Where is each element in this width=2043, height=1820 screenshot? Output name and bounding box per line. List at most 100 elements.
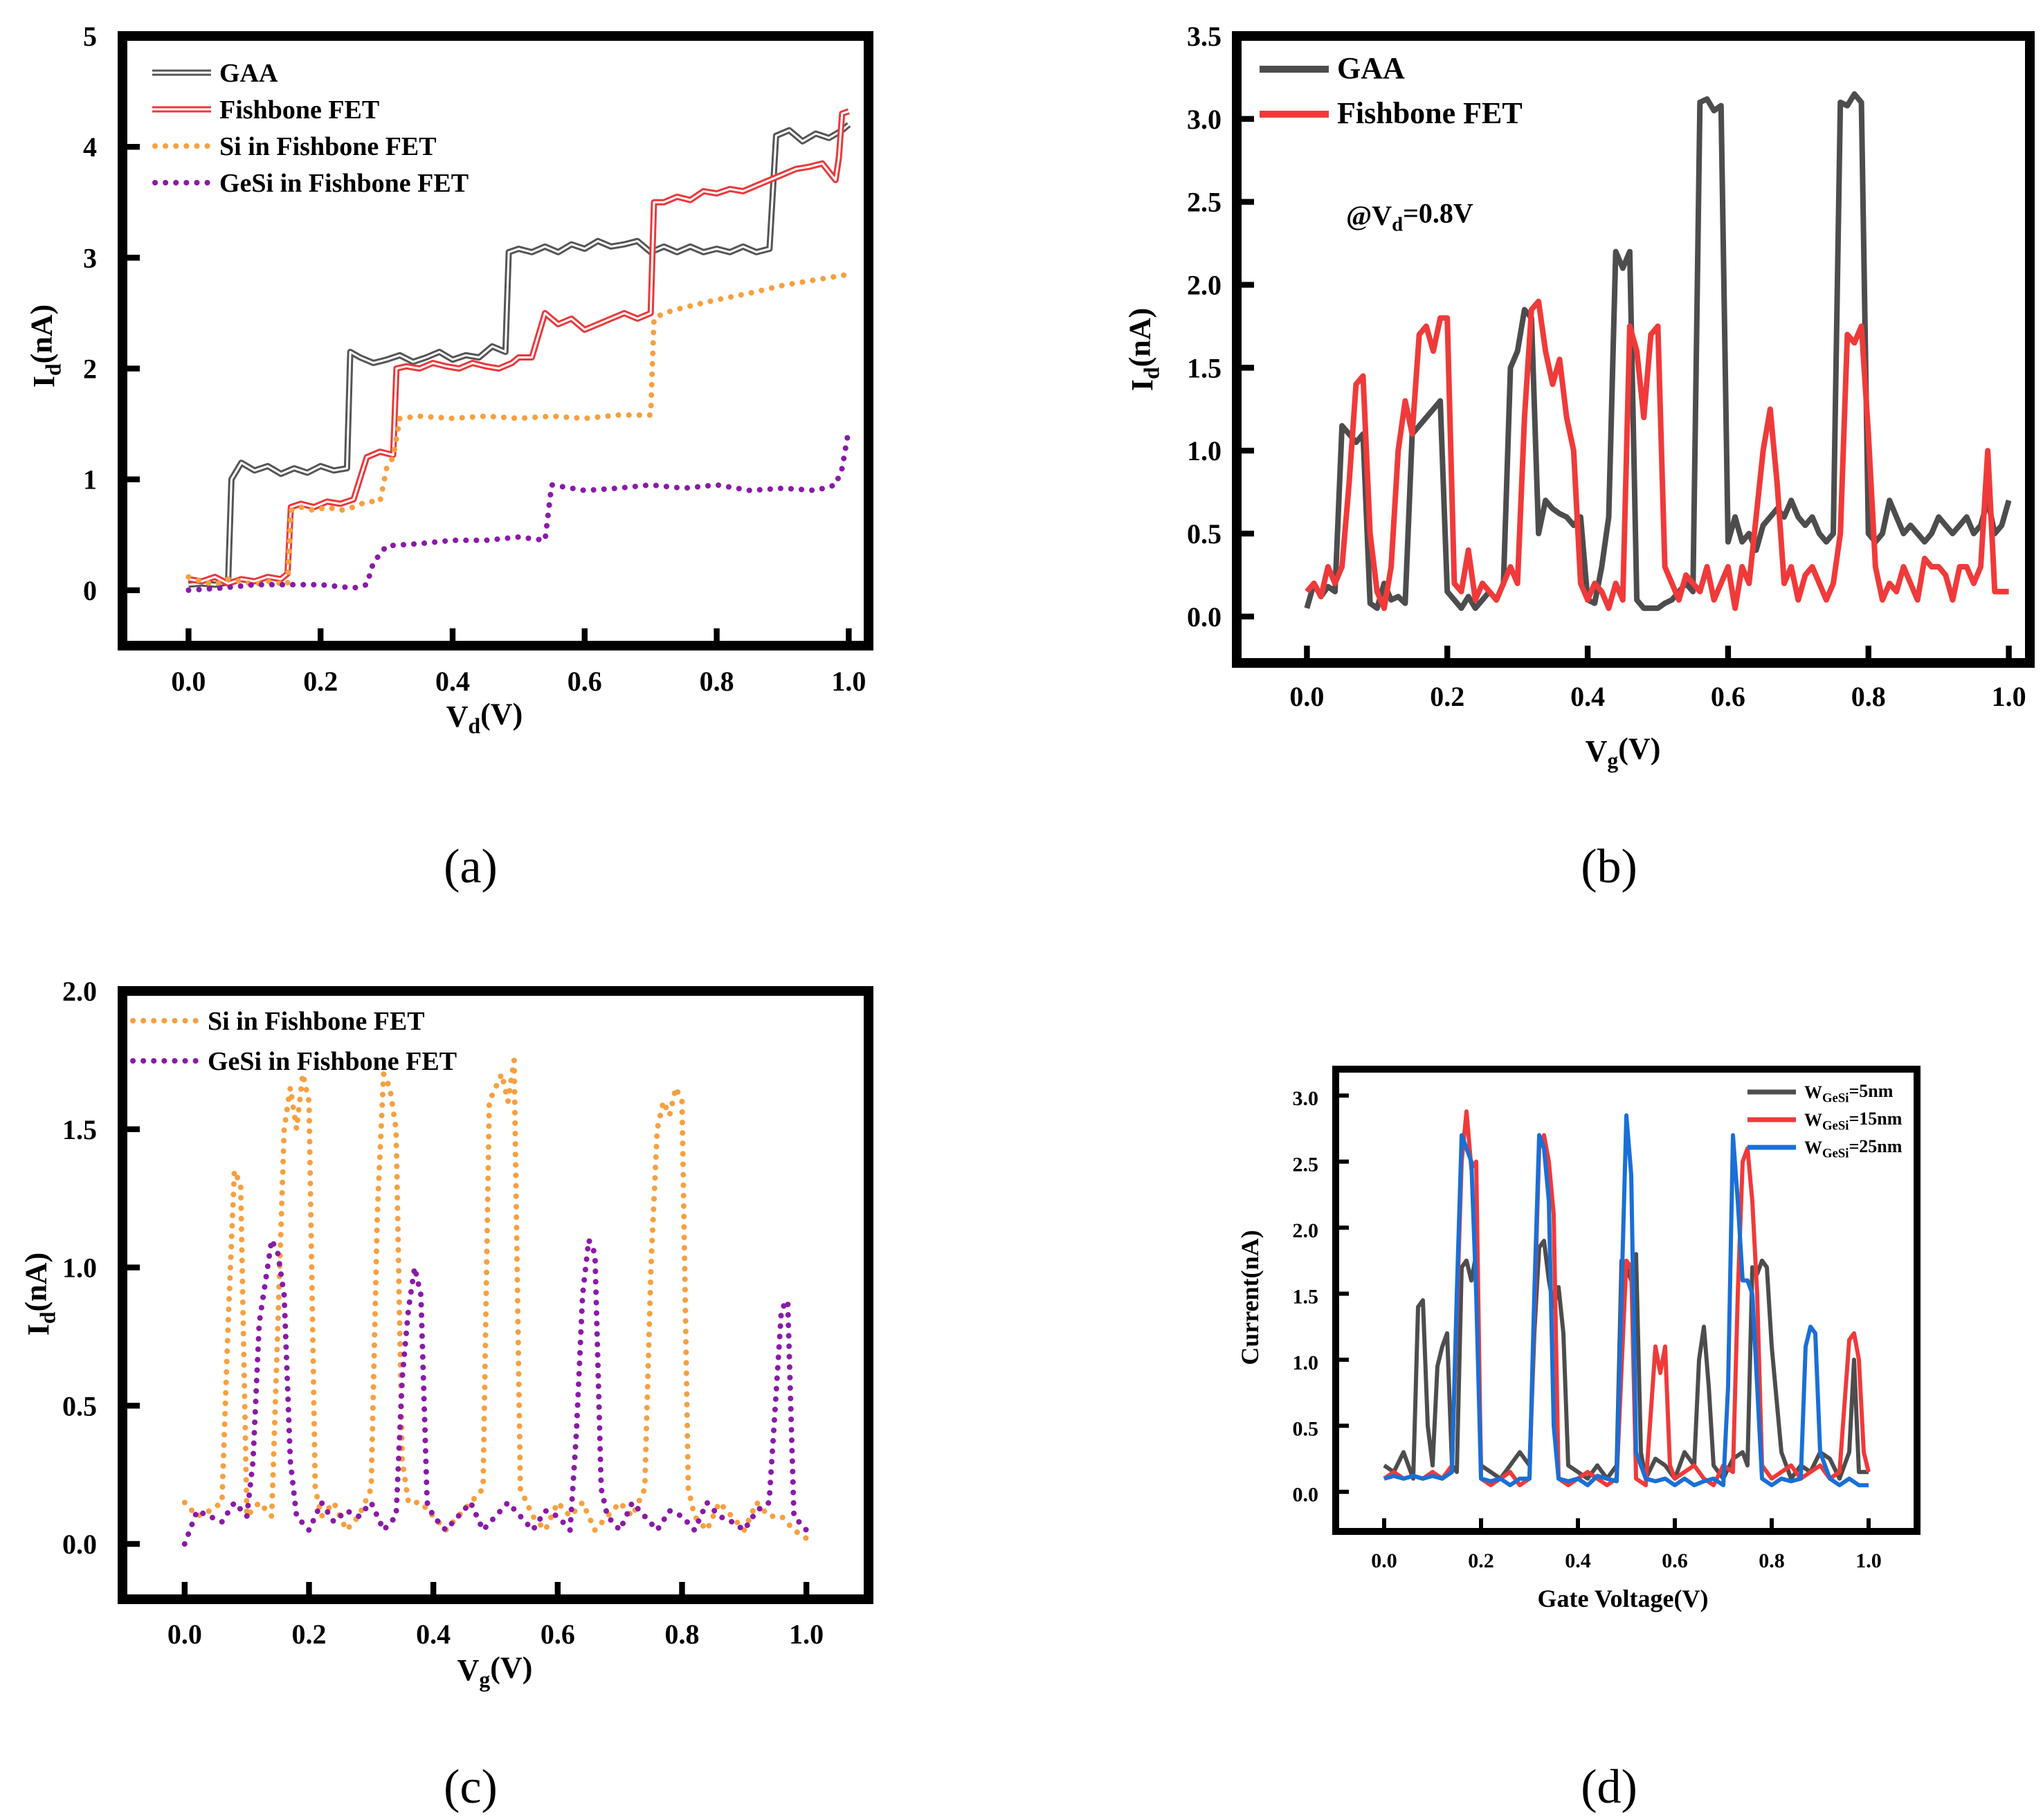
series-fishbone-fet-core (188, 110, 849, 585)
panel-d: 0.0 0.2 0.4 0.6 0.8 1.0 0.0 0.5 1.0 1.5 2.0 2.5 3.0 G… (1236, 1066, 1921, 1814)
y-tick-label: 3 (83, 242, 97, 273)
x-tick-label: 0.4 (416, 1619, 451, 1650)
x-tick-label: 0.0 (171, 666, 206, 697)
x-tick-label: 0.6 (568, 666, 602, 697)
legend-w-gesi-15nm-label: WGeSi=15nm (1804, 1109, 1903, 1134)
y-tick-label: 0 (83, 575, 97, 606)
series-gesi-in-fishbone-fet (185, 426, 852, 593)
x-tick-label: 0.2 (1430, 681, 1464, 712)
panel-label: (d) (1581, 1760, 1637, 1814)
y-axis-label: Id(nA) (24, 304, 65, 388)
legend-gaa-label: GAA (1337, 51, 1405, 85)
x-tick-label: 0.6 (1662, 1549, 1688, 1572)
legend: GAA Fishbone FET (1260, 51, 1523, 130)
y-tick-label: 0.0 (1187, 601, 1222, 633)
y-tick-label: 0.5 (1293, 1417, 1319, 1440)
panel-b: 0.0 0.2 0.4 0.6 0.8 1.0 0.0 0.5 1.0 1.5 2.0 2.5 3.0 3… (1123, 21, 2035, 893)
x-tick-label: 0.4 (1570, 681, 1605, 712)
x-axis-label: Vg(V) (1586, 731, 1661, 772)
panel-c: 0.0 0.2 0.4 0.6 0.8 1.0 0.0 0.5 1.0 1.5 2.0 Vg(V) Id… (19, 976, 873, 1814)
legend-fishbone-fet-label: Fishbone FET (1337, 96, 1523, 130)
plot-frame (118, 986, 873, 1604)
x-tick-label: 1.0 (1855, 1549, 1882, 1572)
y-tick-label: 3.0 (1187, 104, 1222, 135)
x-axis-label: Vd(V) (446, 697, 523, 738)
y-tick-label: 1.0 (1293, 1352, 1319, 1374)
x-tick-label: 0.2 (292, 1619, 327, 1650)
series-group (1383, 1109, 1871, 1488)
y-tick-label: 1 (83, 464, 97, 495)
y-tick-label: 0.5 (1187, 518, 1222, 549)
panel-label: (b) (1581, 840, 1637, 893)
y-tick-label: 1.5 (1187, 352, 1222, 383)
x-tick-label: 0.8 (700, 666, 734, 697)
series-si-in-fishbone-fet (181, 1059, 810, 1542)
x-tick-label: 1.0 (831, 666, 866, 697)
series-gaa-core (188, 123, 850, 586)
legend-si-in-fishbone-fet-label: Si in Fishbone FET (208, 1007, 425, 1036)
y-tick-label: 1.5 (1293, 1285, 1319, 1308)
y-tick-label: 2.0 (62, 976, 97, 1007)
series-group (1304, 91, 2012, 611)
series-si-in-fishbone-fet (185, 271, 852, 588)
series-fishbone-fet (1305, 298, 2009, 611)
x-tick-label: 0.8 (665, 1619, 700, 1650)
x-tick-label: 0.8 (1759, 1549, 1785, 1572)
plot-frame (118, 31, 873, 650)
y-axis-label: Id(nA) (19, 1253, 60, 1336)
x-tick-label: 0.4 (1565, 1549, 1591, 1572)
y-axis-label: Current(nA) (1236, 1230, 1264, 1365)
x-tick-label: 0.4 (435, 666, 470, 697)
panel-label: (a) (444, 840, 498, 893)
y-tick-label: 5 (83, 21, 97, 52)
x-tick-label: 0.8 (1851, 681, 1886, 712)
x-tick-label: 0.0 (167, 1619, 202, 1650)
y-axis-label: Id(nA) (1123, 308, 1163, 391)
y-tick-label: 0.5 (62, 1390, 97, 1421)
y-tick-label: 0.0 (62, 1529, 97, 1560)
x-tick-label: 0.6 (541, 1619, 575, 1650)
x-tick-label: 0.6 (1711, 681, 1745, 712)
x-tick-label: 1.0 (1992, 681, 2026, 712)
legend-w-gesi-25nm-label: WGeSi=25nm (1804, 1136, 1903, 1161)
y-tick-label: 2.0 (1293, 1219, 1319, 1242)
y-tick-label: 1.0 (1187, 435, 1222, 466)
x-axis-label: Vg(V) (457, 1650, 533, 1691)
y-tick-label: 2 (83, 354, 97, 385)
y-tick-label: 0.0 (1293, 1484, 1319, 1507)
series-group (185, 108, 852, 593)
y-tick-label: 2.5 (1187, 187, 1222, 218)
legend: Si in Fishbone FET GeSi in Fishbone FET (130, 1007, 457, 1076)
x-tick-label: 1.0 (789, 1619, 824, 1650)
panel-a: 0.0 0.2 0.4 0.6 0.8 1.0 0 1 2 3 4 5 Vd(V) Id(nA) (a) GA… (24, 21, 873, 893)
legend-gaa-label: GAA (219, 59, 278, 88)
legend-w-gesi-5nm-label: WGeSi=5nm (1804, 1081, 1894, 1106)
x-axis-label: Gate Voltage(V) (1538, 1585, 1709, 1612)
plot-frame (1232, 31, 2035, 668)
series-gaa (1304, 91, 2012, 611)
plot-frame (1332, 1066, 1921, 1535)
y-tick-label: 3.0 (1293, 1087, 1319, 1110)
y-tick-label: 1.0 (62, 1253, 97, 1284)
x-tick-label: 0.2 (1468, 1549, 1494, 1572)
y-tick-label: 3.5 (1187, 21, 1222, 52)
series-group (181, 1059, 810, 1547)
series-gesi-in-fishbone-fet (181, 1229, 810, 1547)
y-tick-label: 2.5 (1293, 1154, 1319, 1176)
legend-gesi-in-fishbone-fet-label: GeSi in Fishbone FET (219, 169, 469, 198)
legend: GAA Fishbone FET Si in Fishbone FET GeSi in… (152, 59, 469, 198)
y-tick-label: 2.0 (1187, 270, 1222, 301)
legend-fishbone-fet-label: Fishbone FET (219, 95, 379, 125)
panel-label: (c) (444, 1760, 498, 1814)
x-tick-label: 0.0 (1289, 681, 1324, 712)
y-tick-label: 4 (83, 131, 97, 163)
annotation: @Vd=0.8V (1346, 198, 1473, 236)
x-tick-label: 0.2 (303, 666, 338, 697)
legend-si-in-fishbone-fet-label: Si in Fishbone FET (219, 132, 437, 161)
series-w-gesi-25nm (1383, 1113, 1869, 1488)
x-tick-label: 0.0 (1371, 1549, 1397, 1572)
legend-gesi-in-fishbone-fet-label: GeSi in Fishbone FET (208, 1047, 457, 1076)
y-tick-label: 1.5 (62, 1114, 97, 1145)
